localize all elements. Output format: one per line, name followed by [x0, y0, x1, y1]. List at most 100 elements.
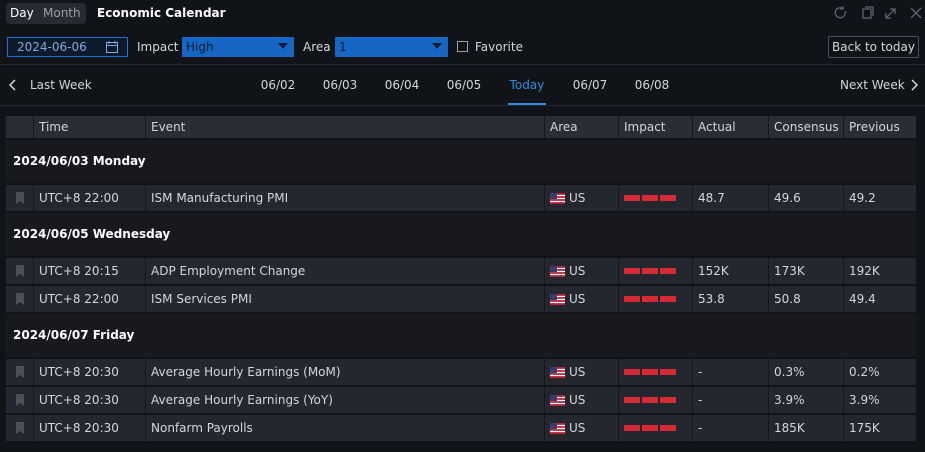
- bookmark-cell: [5, 415, 33, 441]
- us-flag: [550, 394, 565, 406]
- day-today[interactable]: Today: [509, 78, 545, 92]
- column-header: Area: [544, 116, 618, 138]
- consensus-cell: 173K: [768, 258, 843, 284]
- area-select[interactable]: [335, 37, 448, 57]
- prev-arrow[interactable]: [8, 78, 18, 92]
- impact-bars: [624, 268, 676, 274]
- us-flag: [550, 293, 565, 305]
- favorite-checkbox[interactable]: [457, 41, 468, 52]
- back-to-today[interactable]: Back to today: [828, 36, 919, 58]
- group-date: 2024/06/03 Monday: [13, 154, 146, 168]
- tab-month[interactable]: Month: [43, 6, 81, 20]
- impact-cell: [618, 286, 692, 312]
- event-row: UTC+8 22:00 ISM Services PMI US 53.8 50.8 49.…: [5, 286, 916, 312]
- date-value: 2024-06-06: [17, 40, 87, 54]
- event-cell: ISM Manufacturing PMI: [145, 185, 544, 211]
- area-text: US: [569, 264, 586, 278]
- today-underline: [508, 103, 546, 105]
- impact-select[interactable]: [182, 37, 294, 57]
- previous-cell: 49.2: [843, 185, 916, 211]
- area-text: US: [569, 421, 586, 435]
- area-cell: US: [544, 258, 618, 284]
- day[interactable]: 06/03: [322, 78, 358, 92]
- date-group: 2024/06/05 Wednesday: [5, 213, 916, 256]
- tab-day[interactable]: Day: [10, 6, 34, 20]
- area-cell: US: [544, 415, 618, 441]
- bookmark-icon[interactable]: [15, 394, 25, 406]
- impact-cell: [618, 258, 692, 284]
- us-flag: [550, 265, 565, 277]
- impact-bars: [624, 425, 676, 431]
- bookmark-icon[interactable]: [15, 265, 25, 277]
- restore-icon[interactable]: [862, 8, 872, 19]
- area-text: US: [569, 393, 586, 407]
- time-cell: UTC+8 22:00: [33, 185, 145, 211]
- date-group: 2024/06/07 Friday: [5, 314, 916, 357]
- bookmark-cell: [5, 359, 33, 385]
- divider: [0, 105, 925, 106]
- column-header: Previous: [843, 116, 916, 138]
- time-cell: UTC+8 20:30: [33, 415, 145, 441]
- us-flag: [550, 422, 565, 434]
- event-row: UTC+8 20:30 Nonfarm Payrolls US -185K 175K: [5, 415, 916, 441]
- previous-cell: 192K: [843, 258, 916, 284]
- next-arrow[interactable]: [909, 78, 919, 92]
- event-row: UTC+8 20:15 ADP Employment Change US 152K 17…: [5, 258, 916, 284]
- previous-cell: 0.2%: [843, 359, 916, 385]
- consensus-cell: 49.6: [768, 185, 843, 211]
- impact-cell: [618, 185, 692, 211]
- area-value: 1: [339, 40, 347, 54]
- previous-cell: 49.4: [843, 286, 916, 312]
- area-text: US: [569, 365, 586, 379]
- actual-cell: 48.7: [692, 185, 768, 211]
- maximize-icon[interactable]: [885, 8, 896, 19]
- group-date: 2024/06/05 Wednesday: [13, 227, 171, 241]
- consensus-cell: 3.9%: [768, 387, 843, 413]
- event-row: UTC+8 20:30 Average Hourly Earnings (MoM)…: [5, 359, 916, 385]
- last-week[interactable]: Last Week: [30, 78, 92, 92]
- bookmark-icon[interactable]: [15, 366, 25, 378]
- dropdown-arrow: [432, 43, 442, 49]
- day[interactable]: 06/02: [260, 78, 296, 92]
- refresh-icon[interactable]: [834, 6, 846, 19]
- next-week[interactable]: Next Week: [840, 78, 905, 92]
- event-cell: Nonfarm Payrolls: [145, 415, 544, 441]
- bookmark-icon[interactable]: [15, 293, 25, 305]
- bookmark-icon[interactable]: [15, 192, 25, 204]
- area-cell: US: [544, 387, 618, 413]
- impact-label: Impact: [137, 40, 179, 54]
- previous-cell: 175K: [843, 415, 916, 441]
- area-label: Area: [303, 40, 331, 54]
- column-header: Impact: [618, 116, 692, 138]
- area-text: US: [569, 191, 586, 205]
- us-flag: [550, 192, 565, 204]
- column-header: Consensus: [768, 116, 843, 138]
- bookmark-cell: [5, 258, 33, 284]
- day[interactable]: 06/08: [634, 78, 670, 92]
- impact-cell: [618, 415, 692, 441]
- impact-bars: [624, 369, 676, 375]
- day[interactable]: 06/04: [384, 78, 420, 92]
- impact-value: High: [186, 40, 214, 54]
- bookmark-icon[interactable]: [15, 422, 25, 434]
- day[interactable]: 06/07: [572, 78, 608, 92]
- event-row: UTC+8 20:30 Average Hourly Earnings (YoY)…: [5, 387, 916, 413]
- divider: [0, 64, 925, 65]
- time-cell: UTC+8 20:30: [33, 359, 145, 385]
- bookmark-cell: [5, 185, 33, 211]
- event-cell: ADP Employment Change: [145, 258, 544, 284]
- day[interactable]: 06/05: [446, 78, 482, 92]
- area-text: US: [569, 292, 586, 306]
- tab-switch: [6, 3, 86, 24]
- actual-cell: -: [692, 415, 768, 441]
- event-cell: ISM Services PMI: [145, 286, 544, 312]
- date-input[interactable]: [7, 37, 128, 57]
- header-cell: [5, 116, 33, 138]
- close-icon[interactable]: [910, 7, 922, 19]
- actual-cell: -: [692, 387, 768, 413]
- area-cell: US: [544, 185, 618, 211]
- calendar-icon[interactable]: [105, 40, 119, 54]
- event-cell: Average Hourly Earnings (YoY): [145, 387, 544, 413]
- event-cell: Average Hourly Earnings (MoM): [145, 359, 544, 385]
